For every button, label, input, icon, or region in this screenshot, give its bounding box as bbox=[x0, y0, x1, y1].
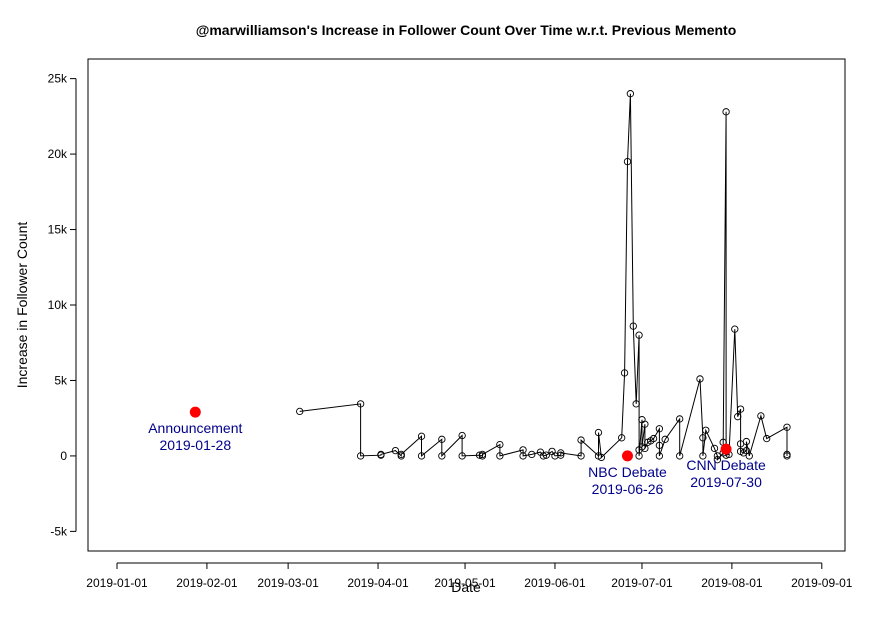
y-tick-label: -5k bbox=[50, 524, 68, 538]
data-point bbox=[438, 435, 446, 443]
data-point bbox=[551, 452, 559, 460]
event-date-label: 2019-06-26 bbox=[592, 481, 664, 497]
y-tick-label: 10k bbox=[48, 298, 68, 312]
data-point bbox=[618, 434, 626, 442]
event-marker bbox=[720, 443, 732, 455]
event-label: CNN Debate bbox=[686, 457, 766, 473]
data-point bbox=[417, 452, 426, 460]
data-point bbox=[475, 451, 484, 459]
data-point bbox=[620, 369, 629, 377]
event-date-label: 2019-01-28 bbox=[160, 437, 232, 453]
data-point bbox=[710, 444, 719, 453]
data-point bbox=[742, 437, 751, 446]
y-tick-label: 25k bbox=[48, 72, 68, 86]
data-point bbox=[577, 436, 585, 444]
data-point bbox=[655, 425, 664, 433]
data-point bbox=[478, 450, 487, 459]
data-point bbox=[763, 434, 771, 443]
x-tick-label: 2019-09-01 bbox=[791, 576, 853, 590]
data-point bbox=[417, 432, 426, 440]
x-tick-label: 2019-05-01 bbox=[434, 576, 496, 590]
data-point bbox=[597, 453, 606, 462]
data-point bbox=[641, 420, 649, 428]
data-point bbox=[713, 452, 722, 460]
event-label: NBC Debate bbox=[588, 464, 667, 480]
data-point bbox=[356, 400, 365, 408]
x-tick-label: 2019-04-01 bbox=[347, 576, 409, 590]
data-point bbox=[676, 452, 684, 460]
data-point bbox=[736, 405, 745, 413]
data-point bbox=[676, 415, 684, 423]
data-point bbox=[661, 435, 669, 443]
data-point bbox=[783, 423, 791, 431]
data-point bbox=[734, 413, 742, 421]
x-tick-label: 2019-01-01 bbox=[86, 576, 148, 590]
data-point bbox=[731, 325, 739, 333]
data-point bbox=[757, 412, 765, 420]
data-point bbox=[745, 452, 753, 460]
data-point bbox=[632, 400, 640, 408]
data-point bbox=[542, 451, 550, 459]
data-point bbox=[557, 449, 565, 457]
data-point bbox=[696, 375, 704, 383]
plot-frame bbox=[87, 58, 846, 552]
data-point bbox=[699, 434, 707, 442]
x-tick-label: 2019-08-01 bbox=[701, 576, 763, 590]
data-point bbox=[635, 331, 643, 339]
data-point bbox=[722, 108, 730, 116]
y-tick-label: 5k bbox=[54, 373, 68, 387]
data-point bbox=[635, 452, 643, 460]
data-point bbox=[577, 452, 585, 460]
data-point bbox=[641, 444, 649, 453]
series-layer bbox=[296, 90, 791, 464]
x-axis: 2019-01-01 2019-02-01 2019-03-01 2019-04-01… bbox=[86, 562, 853, 590]
data-point bbox=[539, 452, 548, 460]
x-tick-label: 2019-06-01 bbox=[524, 576, 586, 590]
y-tick-label: 15k bbox=[48, 223, 68, 237]
data-point bbox=[649, 434, 658, 443]
data-point bbox=[713, 456, 722, 464]
data-point bbox=[458, 452, 466, 460]
event-label: Announcement bbox=[148, 420, 242, 436]
event-marker bbox=[189, 406, 201, 418]
x-axis-label: Date bbox=[451, 579, 481, 595]
data-point bbox=[496, 440, 504, 449]
data-point bbox=[519, 452, 527, 460]
series-line bbox=[299, 93, 788, 462]
data-point bbox=[296, 407, 304, 416]
data-point bbox=[623, 157, 632, 166]
data-point bbox=[783, 450, 791, 459]
data-point bbox=[702, 426, 710, 434]
data-point bbox=[458, 431, 466, 440]
data-point bbox=[629, 322, 637, 330]
event-date-label: 2019-07-30 bbox=[690, 474, 762, 490]
data-point bbox=[377, 450, 385, 459]
x-tick-label: 2019-02-01 bbox=[176, 576, 238, 590]
data-point bbox=[397, 450, 405, 459]
data-point bbox=[496, 452, 504, 460]
x-tick-label: 2019-07-01 bbox=[611, 576, 673, 590]
data-point bbox=[528, 450, 536, 459]
data-point bbox=[356, 452, 365, 460]
x-tick-label: 2019-03-01 bbox=[257, 576, 319, 590]
data-point bbox=[594, 428, 603, 437]
data-point bbox=[626, 90, 635, 98]
y-axis-label: Increase in Follower Count bbox=[14, 222, 30, 389]
data-point bbox=[557, 451, 565, 459]
y-tick-label: 20k bbox=[48, 147, 68, 161]
data-point bbox=[391, 446, 400, 455]
data-point bbox=[699, 452, 707, 460]
event-marker bbox=[621, 450, 633, 462]
data-point bbox=[438, 452, 446, 460]
y-tick-label: 0 bbox=[60, 449, 67, 463]
y-axis: -5k 0 5k 10k 15k 20k 25k bbox=[48, 72, 77, 538]
data-point bbox=[655, 441, 664, 450]
data-point bbox=[655, 452, 664, 460]
chart-title: @marwilliamson's Increase in Follower Co… bbox=[196, 22, 737, 38]
